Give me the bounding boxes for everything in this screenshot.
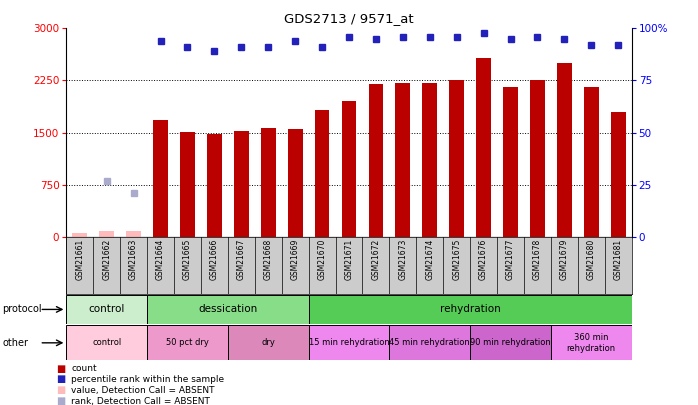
Bar — [584, 87, 599, 237]
Text: GSM21668: GSM21668 — [264, 239, 273, 280]
Text: GSM21679: GSM21679 — [560, 239, 569, 280]
Text: GSM21678: GSM21678 — [533, 239, 542, 280]
Text: GSM21664: GSM21664 — [156, 239, 165, 280]
Text: 50 pct dry: 50 pct dry — [166, 338, 209, 347]
Text: percentile rank within the sample: percentile rank within the sample — [71, 375, 224, 384]
Bar — [234, 131, 248, 237]
Bar — [126, 231, 141, 237]
Bar — [180, 132, 195, 237]
Text: GSM21670: GSM21670 — [318, 239, 327, 280]
Bar — [341, 101, 357, 237]
Text: GSM21667: GSM21667 — [237, 239, 246, 280]
Bar — [66, 295, 147, 324]
Text: GSM21680: GSM21680 — [587, 239, 596, 280]
Text: GSM21677: GSM21677 — [506, 239, 515, 280]
Text: GSM21676: GSM21676 — [479, 239, 488, 280]
Text: dessication: dessication — [198, 305, 258, 314]
Bar — [396, 83, 410, 237]
Text: GDS2713 / 9571_at: GDS2713 / 9571_at — [284, 12, 414, 25]
Text: GSM21662: GSM21662 — [102, 239, 111, 280]
Bar — [309, 295, 632, 324]
Bar — [369, 84, 383, 237]
Bar — [557, 63, 572, 237]
Text: 360 min
rehydration: 360 min rehydration — [567, 333, 616, 352]
Bar — [422, 83, 437, 237]
Text: control: control — [92, 338, 121, 347]
Bar — [476, 58, 491, 237]
Bar — [153, 120, 168, 237]
Bar — [309, 325, 389, 360]
Bar — [228, 325, 309, 360]
Text: GSM21669: GSM21669 — [290, 239, 299, 280]
Bar — [470, 325, 551, 360]
Bar — [66, 325, 147, 360]
Text: protocol: protocol — [2, 305, 42, 314]
Text: GSM21671: GSM21671 — [345, 239, 353, 280]
Text: GSM21663: GSM21663 — [129, 239, 138, 280]
Text: ■: ■ — [56, 386, 65, 395]
Bar — [551, 325, 632, 360]
Bar — [73, 233, 87, 237]
Bar — [147, 325, 228, 360]
Text: GSM21665: GSM21665 — [183, 239, 192, 280]
Bar — [503, 87, 518, 237]
Text: GSM21661: GSM21661 — [75, 239, 84, 280]
Text: dry: dry — [261, 338, 275, 347]
Bar — [315, 111, 329, 237]
Bar — [99, 231, 114, 237]
Text: GSM21681: GSM21681 — [614, 239, 623, 280]
Bar — [530, 81, 545, 237]
Text: control: control — [89, 305, 125, 314]
Text: count: count — [71, 364, 97, 373]
Bar — [611, 113, 625, 237]
Text: rank, Detection Call = ABSENT: rank, Detection Call = ABSENT — [71, 397, 210, 405]
Bar — [288, 129, 302, 237]
Text: 15 min rehydration: 15 min rehydration — [309, 338, 389, 347]
Bar — [450, 81, 464, 237]
Text: other: other — [2, 338, 28, 348]
Text: value, Detection Call = ABSENT: value, Detection Call = ABSENT — [71, 386, 215, 395]
Text: ■: ■ — [56, 396, 65, 405]
Text: GSM21672: GSM21672 — [371, 239, 380, 280]
Bar — [261, 128, 276, 237]
Bar — [389, 325, 470, 360]
Text: GSM21675: GSM21675 — [452, 239, 461, 280]
Text: ■: ■ — [56, 364, 65, 373]
Bar — [147, 295, 309, 324]
Text: rehydration: rehydration — [440, 305, 500, 314]
Text: GSM21666: GSM21666 — [210, 239, 219, 280]
Text: 45 min rehydration: 45 min rehydration — [389, 338, 470, 347]
Text: 90 min rehydration: 90 min rehydration — [470, 338, 551, 347]
Text: GSM21674: GSM21674 — [425, 239, 434, 280]
Text: ■: ■ — [56, 375, 65, 384]
Bar — [207, 134, 222, 237]
Text: GSM21673: GSM21673 — [399, 239, 408, 280]
